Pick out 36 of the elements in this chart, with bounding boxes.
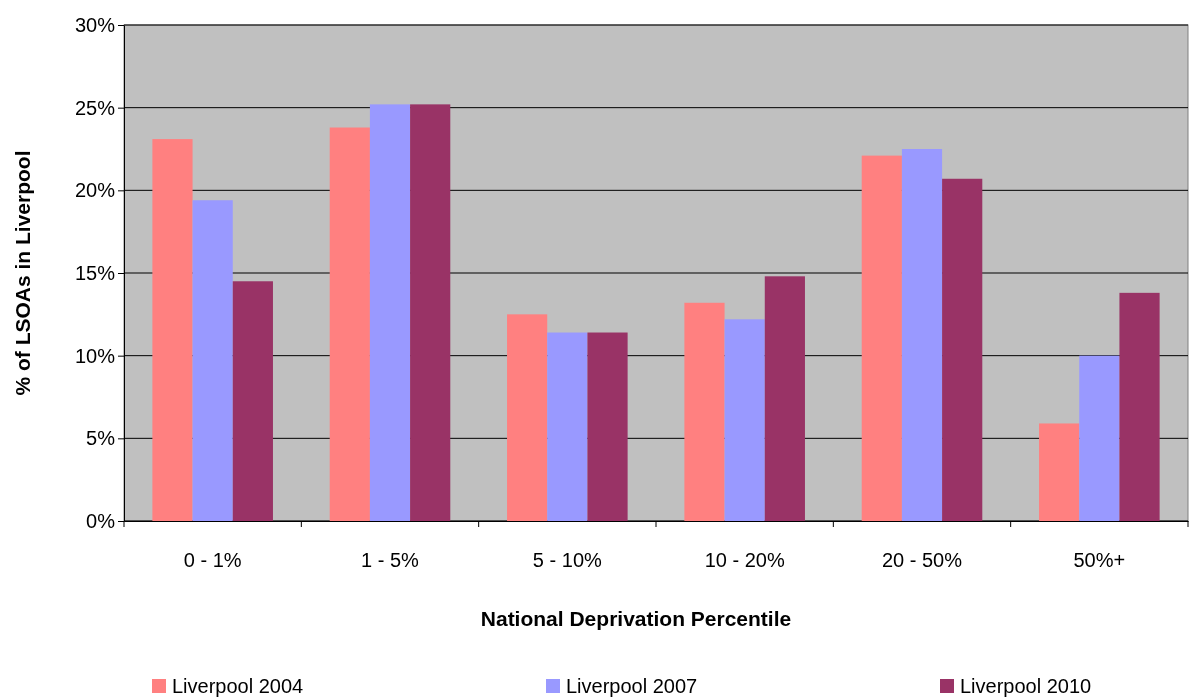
bar xyxy=(232,281,273,521)
y-tick-label: 0% xyxy=(86,509,116,532)
bar xyxy=(507,314,548,521)
bar xyxy=(724,319,765,521)
y-tick-label: 15% xyxy=(74,261,116,284)
bar xyxy=(861,155,902,521)
x-tick-label: 1 - 5% xyxy=(361,549,420,572)
y-tick-label: 5% xyxy=(86,427,116,450)
legend-label: Liverpool 2010 xyxy=(960,675,1092,697)
bar xyxy=(901,149,943,521)
bar xyxy=(1039,423,1080,521)
legend-label: Liverpool 2007 xyxy=(566,675,698,697)
bar xyxy=(587,332,628,521)
x-tick-label: 20 - 50% xyxy=(881,549,963,572)
y-axis-title: % of LSOAs in Liverpool xyxy=(11,150,34,396)
bar xyxy=(192,200,233,521)
bar xyxy=(684,302,725,521)
bar xyxy=(410,104,451,521)
y-tick-label: 25% xyxy=(74,96,116,119)
bar xyxy=(1119,292,1160,521)
y-tick-label: 30% xyxy=(74,13,116,36)
x-axis-title: National Deprivation Percentile xyxy=(480,607,792,630)
legend-label: Liverpool 2004 xyxy=(172,675,304,697)
x-tick-label: 5 - 10% xyxy=(532,549,603,572)
y-tick-label: 20% xyxy=(74,179,116,202)
x-tick-label: 0 - 1% xyxy=(183,549,242,572)
bar xyxy=(942,178,983,521)
x-tick-label: 10 - 20% xyxy=(704,549,785,572)
bar xyxy=(152,139,193,521)
bar xyxy=(764,276,805,521)
bar xyxy=(547,332,588,521)
y-tick-label: 10% xyxy=(74,344,116,367)
x-tick-label: 50%+ xyxy=(1073,549,1126,572)
bar xyxy=(369,104,411,521)
bar xyxy=(329,127,370,521)
bar xyxy=(1079,355,1120,521)
